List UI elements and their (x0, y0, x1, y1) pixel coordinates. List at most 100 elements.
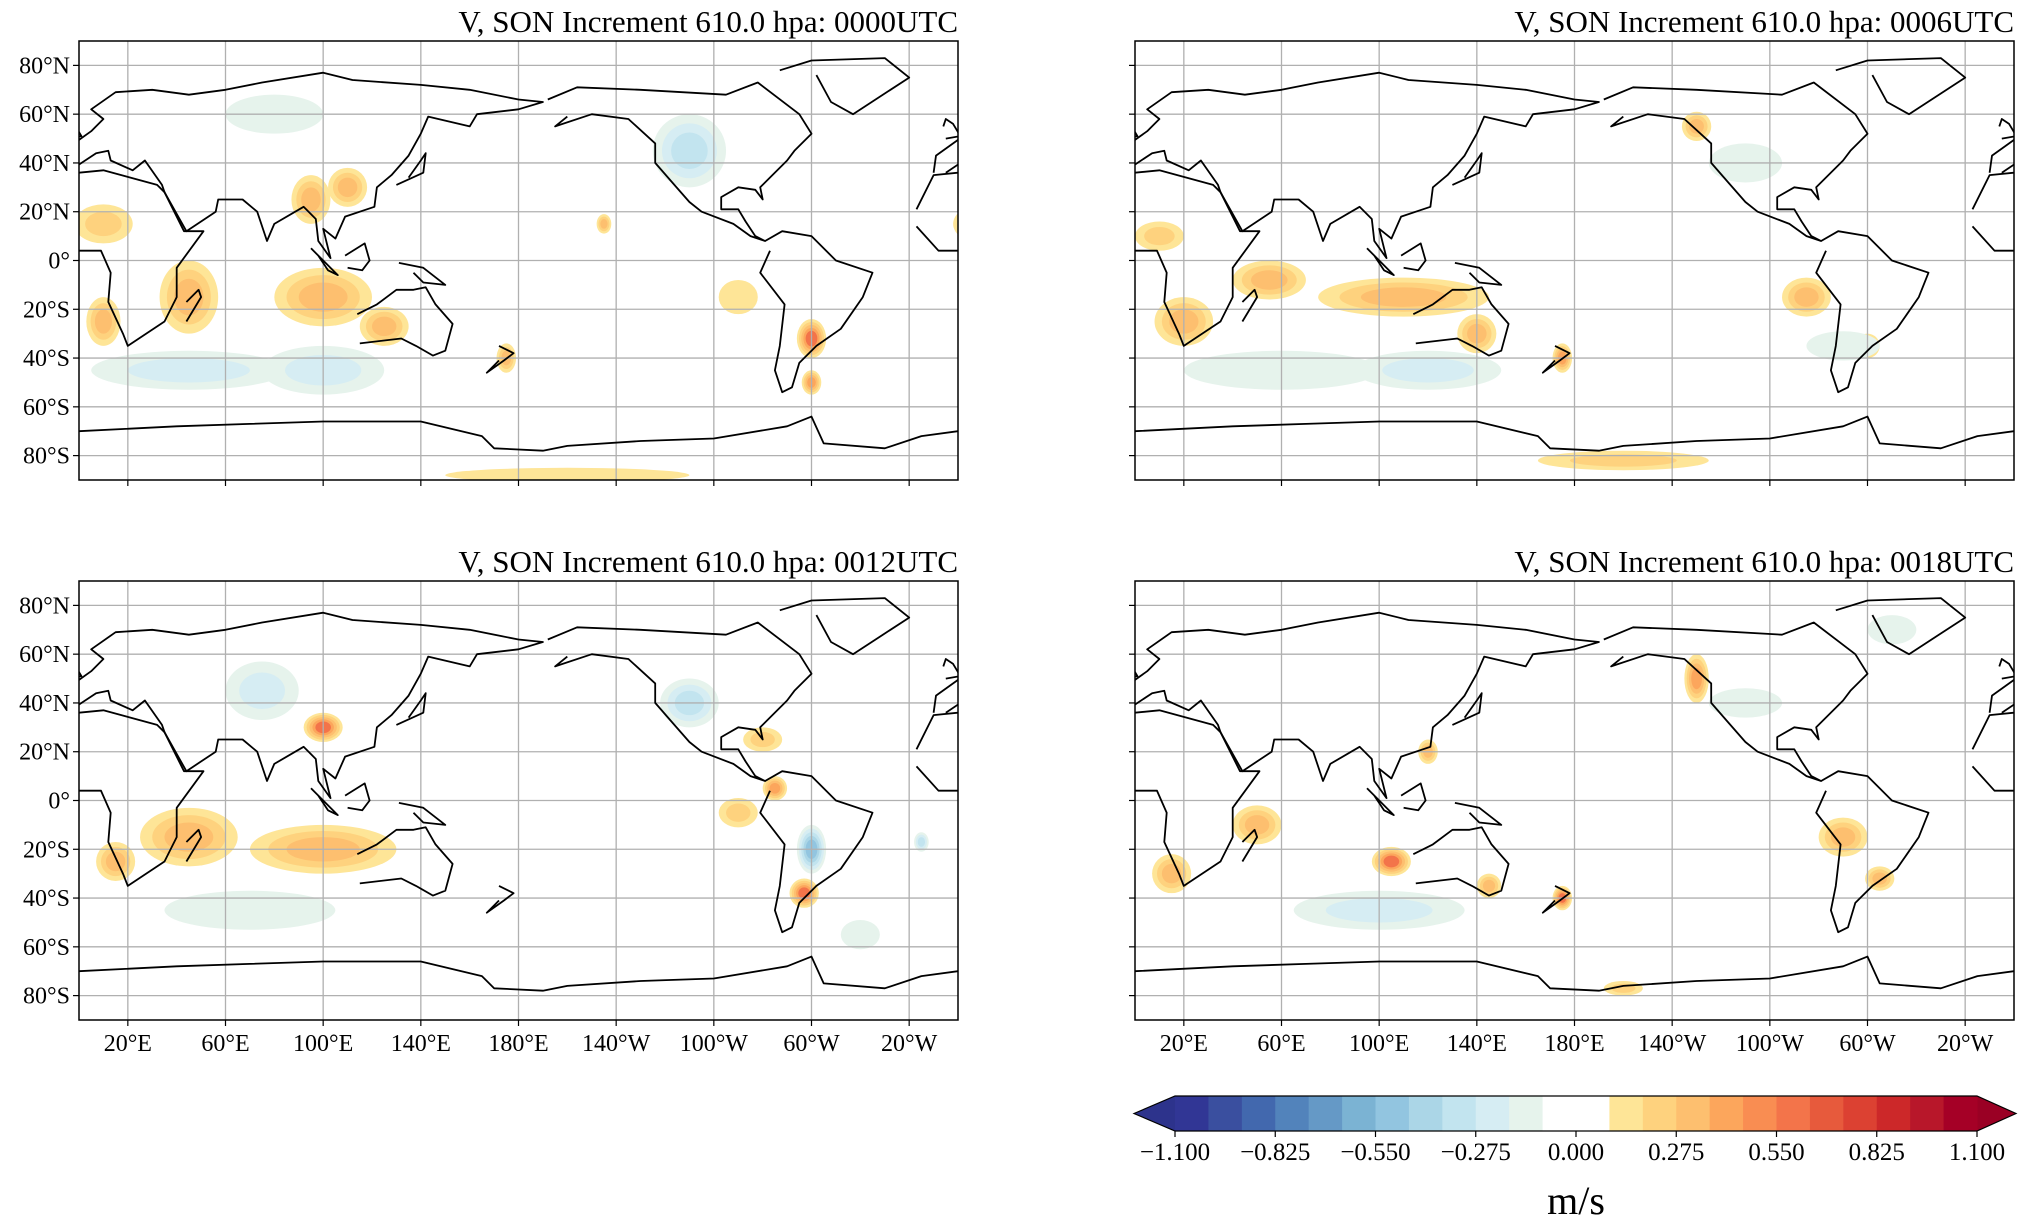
coastline (937, 771, 1049, 932)
colorbar-segment (1342, 1096, 1377, 1131)
increment-contour (718, 280, 758, 315)
lat-tick-label: 0° (48, 789, 70, 815)
coastline (1541, 885, 1571, 914)
contour-level (1239, 307, 1288, 346)
increment-contour (1232, 805, 1282, 845)
contour-level (447, 898, 554, 922)
contour-level (769, 782, 781, 794)
increment-contour (1867, 615, 1917, 645)
colorbar-tick-label: 1.100 (1949, 1139, 2005, 1166)
contour-level (1039, 261, 1098, 334)
coastline (310, 787, 339, 816)
contour-level (808, 659, 828, 699)
map-area (447, 581, 2014, 1020)
map-area (979, 41, 2014, 480)
contour-level (1673, 883, 1694, 903)
contour-level (1806, 331, 1880, 361)
colorbar-segment (1542, 1096, 1577, 1131)
contour-level (85, 211, 122, 237)
lon-tick-label: 60°E (1257, 1031, 1305, 1057)
colorbar-segment (1676, 1096, 1711, 1131)
increment-contour (164, 890, 1214, 930)
contour-level (1646, 781, 1661, 796)
coastline (1988, 678, 2014, 714)
contour-level (1569, 454, 1677, 467)
colorbar-segment (1576, 1096, 1611, 1131)
coastline (1412, 286, 1510, 357)
lon-tick-label: 100°E (1349, 1031, 1409, 1057)
lon-tick-label: 100°W (680, 1031, 749, 1057)
colorbar-segment (1843, 1096, 1878, 1131)
increment-contour (79, 204, 958, 244)
coastline (779, 57, 911, 116)
coastline (1971, 711, 2014, 792)
contour-level (1872, 872, 1888, 885)
lon-tick-label: 180°E (488, 1031, 548, 1057)
colorbar-tick-label: −1.100 (1140, 1139, 1210, 1166)
contour-level (1676, 319, 1705, 358)
coastline (1135, 415, 2014, 452)
coastline (1541, 345, 1571, 374)
increment-contour (493, 846, 1411, 877)
coastline (915, 171, 958, 252)
lat-tick-label: 20°S (23, 837, 70, 863)
contour-level (810, 663, 825, 693)
contour-level (493, 847, 532, 876)
colorbar-segment (1776, 1096, 1811, 1131)
coastline (1988, 138, 2014, 174)
colorbar-tick-label: 0.825 (1849, 1139, 1905, 1166)
contour-level (0, 920, 1, 949)
contour-level (952, 827, 976, 847)
increment-contour (1806, 331, 1880, 361)
colorbar-segment (1475, 1096, 1510, 1131)
colorbar-segment (1910, 1096, 1945, 1131)
increment-contour (1152, 854, 1192, 894)
coastline (1815, 770, 1930, 934)
colorbar-segment (1709, 1096, 1744, 1131)
contour-level (946, 822, 983, 851)
colorbar-segment (1241, 1096, 1276, 1131)
coastline (1835, 57, 1967, 116)
coastline (310, 247, 339, 276)
increment-contour (796, 319, 1705, 359)
colorbar-segment (1876, 1096, 1911, 1131)
lon-tick-label: 60°W (783, 1031, 840, 1057)
contour-level (1251, 317, 1275, 337)
contour-level (600, 219, 608, 229)
contour-level (1031, 815, 1104, 859)
contour-level (1043, 891, 1214, 930)
increment-contour (445, 467, 690, 480)
contour-level (1642, 776, 1666, 800)
contour-level (105, 851, 126, 872)
colorbar-tick-label: 0.000 (1548, 1139, 1604, 1166)
coastline (942, 118, 958, 140)
contour-level (127, 358, 250, 383)
contour-level (1250, 270, 1288, 290)
increment-contour (303, 712, 343, 742)
coastline (725, 623, 989, 782)
colorbar-extend-min (1134, 1096, 1175, 1131)
increment-contour (447, 890, 1465, 930)
coastline (1241, 288, 1258, 322)
coastline (79, 71, 544, 259)
contour-level (1476, 214, 1491, 234)
colorbar-segment (1743, 1096, 1778, 1131)
colorbar-tick-label: −0.825 (1240, 1139, 1310, 1166)
contour-level (1684, 375, 1696, 390)
contour-level (1605, 804, 1629, 822)
coastline (1835, 597, 1967, 656)
coastline (485, 345, 515, 374)
contour-level (970, 303, 996, 340)
contour-level (1207, 168, 1246, 207)
colorbar-segment (1609, 1096, 1644, 1131)
coastline (79, 169, 205, 347)
lon-tick-label: 180°E (1544, 1031, 1604, 1057)
increment-contour (914, 832, 929, 852)
contour-level (1046, 270, 1090, 325)
coastline (1065, 290, 1080, 322)
contour-level (979, 337, 997, 355)
coastline (1135, 611, 1600, 799)
contour-level (985, 852, 1005, 872)
lon-tick-label: 140°E (391, 1031, 451, 1057)
panel-title: V, SON Increment 610.0 hpa: 0012UTC (458, 544, 958, 579)
